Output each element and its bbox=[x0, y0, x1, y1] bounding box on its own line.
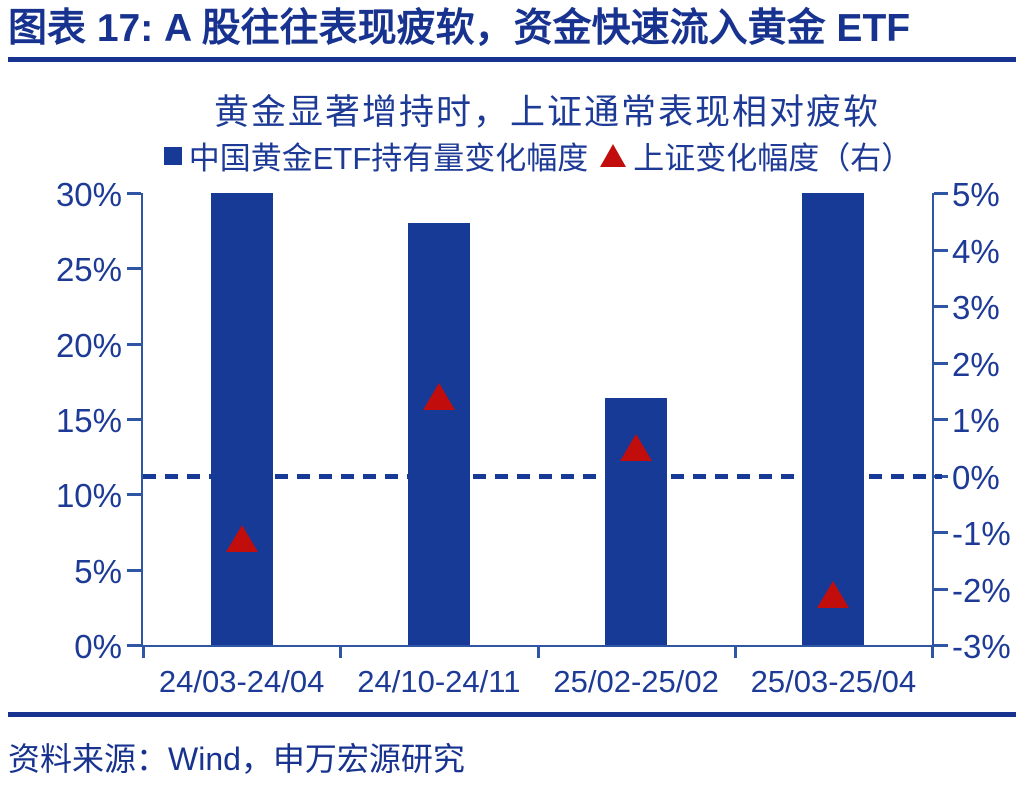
left-axis-tick bbox=[127, 493, 141, 497]
left-axis-tick bbox=[127, 192, 141, 195]
right-axis-tick bbox=[934, 248, 948, 252]
x-axis-category-label: 25/02-25/02 bbox=[553, 664, 719, 699]
right-axis-tick bbox=[934, 305, 948, 308]
left-axis-tick-label: 30% bbox=[55, 176, 122, 213]
bottom-axis-tick bbox=[536, 645, 540, 658]
right-axis-tick-label: 3% bbox=[952, 289, 1000, 326]
legend-label-gold-etf: 中国黄金ETF持有量变化幅度 bbox=[188, 141, 589, 176]
bottom-axis-tick bbox=[339, 645, 343, 658]
right-axis-tick-label: 2% bbox=[952, 345, 1000, 383]
left-axis-tick-label: 15% bbox=[55, 402, 122, 439]
bottom-axis-tick bbox=[931, 645, 934, 658]
left-axis-line bbox=[141, 193, 143, 647]
left-axis-tick-label: 25% bbox=[55, 251, 122, 289]
zero-dashed-line bbox=[143, 473, 942, 479]
bar bbox=[210, 193, 273, 645]
right-axis-tick-label: -2% bbox=[952, 571, 1011, 609]
source-note: 资料来源：Wind，申万宏源研究 bbox=[8, 741, 465, 777]
chart-title: 黄金显著增持时，上证通常表现相对疲软 bbox=[213, 93, 880, 132]
chart-legend: 中国黄金ETF持有量变化幅度 上证变化幅度（右） bbox=[0, 133, 1024, 178]
header-rule bbox=[8, 57, 1016, 62]
scatter-point-triangle bbox=[422, 383, 455, 411]
bottom-axis-line bbox=[141, 645, 946, 647]
x-axis-category-label: 24/03-24/04 bbox=[158, 664, 325, 699]
right-axis-tick bbox=[934, 587, 948, 591]
footer-rule bbox=[8, 712, 1016, 717]
right-axis-tick-label: 4% bbox=[952, 232, 1000, 270]
left-axis-tick bbox=[127, 418, 141, 421]
right-axis-tick-label: 1% bbox=[952, 402, 1000, 439]
scatter-point-triangle bbox=[620, 434, 653, 462]
legend-item-gold-etf: 中国黄金ETF持有量变化幅度 bbox=[163, 133, 589, 178]
right-axis-tick-label: -1% bbox=[952, 515, 1011, 552]
figure-title: 图表 17: A 股往往表现疲软，资金快速流入黄金 ETF bbox=[8, 7, 911, 50]
left-axis-tick-label: 5% bbox=[74, 552, 122, 590]
right-axis-tick-label: -3% bbox=[952, 628, 1011, 665]
x-axis-category-label: 25/03-25/04 bbox=[750, 664, 917, 699]
left-axis-tick bbox=[127, 568, 141, 572]
square-icon bbox=[163, 146, 182, 165]
bar bbox=[407, 223, 470, 645]
bottom-axis-tick bbox=[142, 645, 145, 658]
scatter-point-triangle bbox=[817, 581, 850, 609]
x-axis-category-label: 24/10-24/11 bbox=[357, 664, 521, 699]
bar bbox=[802, 193, 865, 645]
right-axis-line bbox=[932, 193, 934, 647]
right-axis-tick-label: 0% bbox=[952, 458, 1000, 496]
left-axis-tick bbox=[127, 342, 141, 346]
right-axis-tick bbox=[934, 192, 948, 195]
left-axis-tick bbox=[127, 644, 141, 647]
left-axis-tick-label: 0% bbox=[74, 628, 122, 665]
right-axis-tick bbox=[934, 361, 948, 365]
right-axis-tick bbox=[934, 644, 948, 647]
triangle-icon bbox=[600, 144, 627, 167]
left-axis-tick-label: 10% bbox=[55, 477, 122, 515]
legend-item-shanghai-index: 上证变化幅度（右） bbox=[600, 133, 912, 178]
bottom-axis-tick bbox=[733, 645, 737, 658]
scatter-point-triangle bbox=[225, 524, 258, 552]
right-axis-tick-label: 5% bbox=[952, 176, 1000, 213]
right-axis-tick bbox=[934, 418, 948, 421]
left-axis-tick-label: 20% bbox=[55, 326, 122, 364]
right-axis-tick bbox=[934, 531, 948, 534]
legend-label-shanghai-index: 上证变化幅度（右） bbox=[633, 141, 913, 176]
left-axis-tick bbox=[127, 267, 141, 271]
